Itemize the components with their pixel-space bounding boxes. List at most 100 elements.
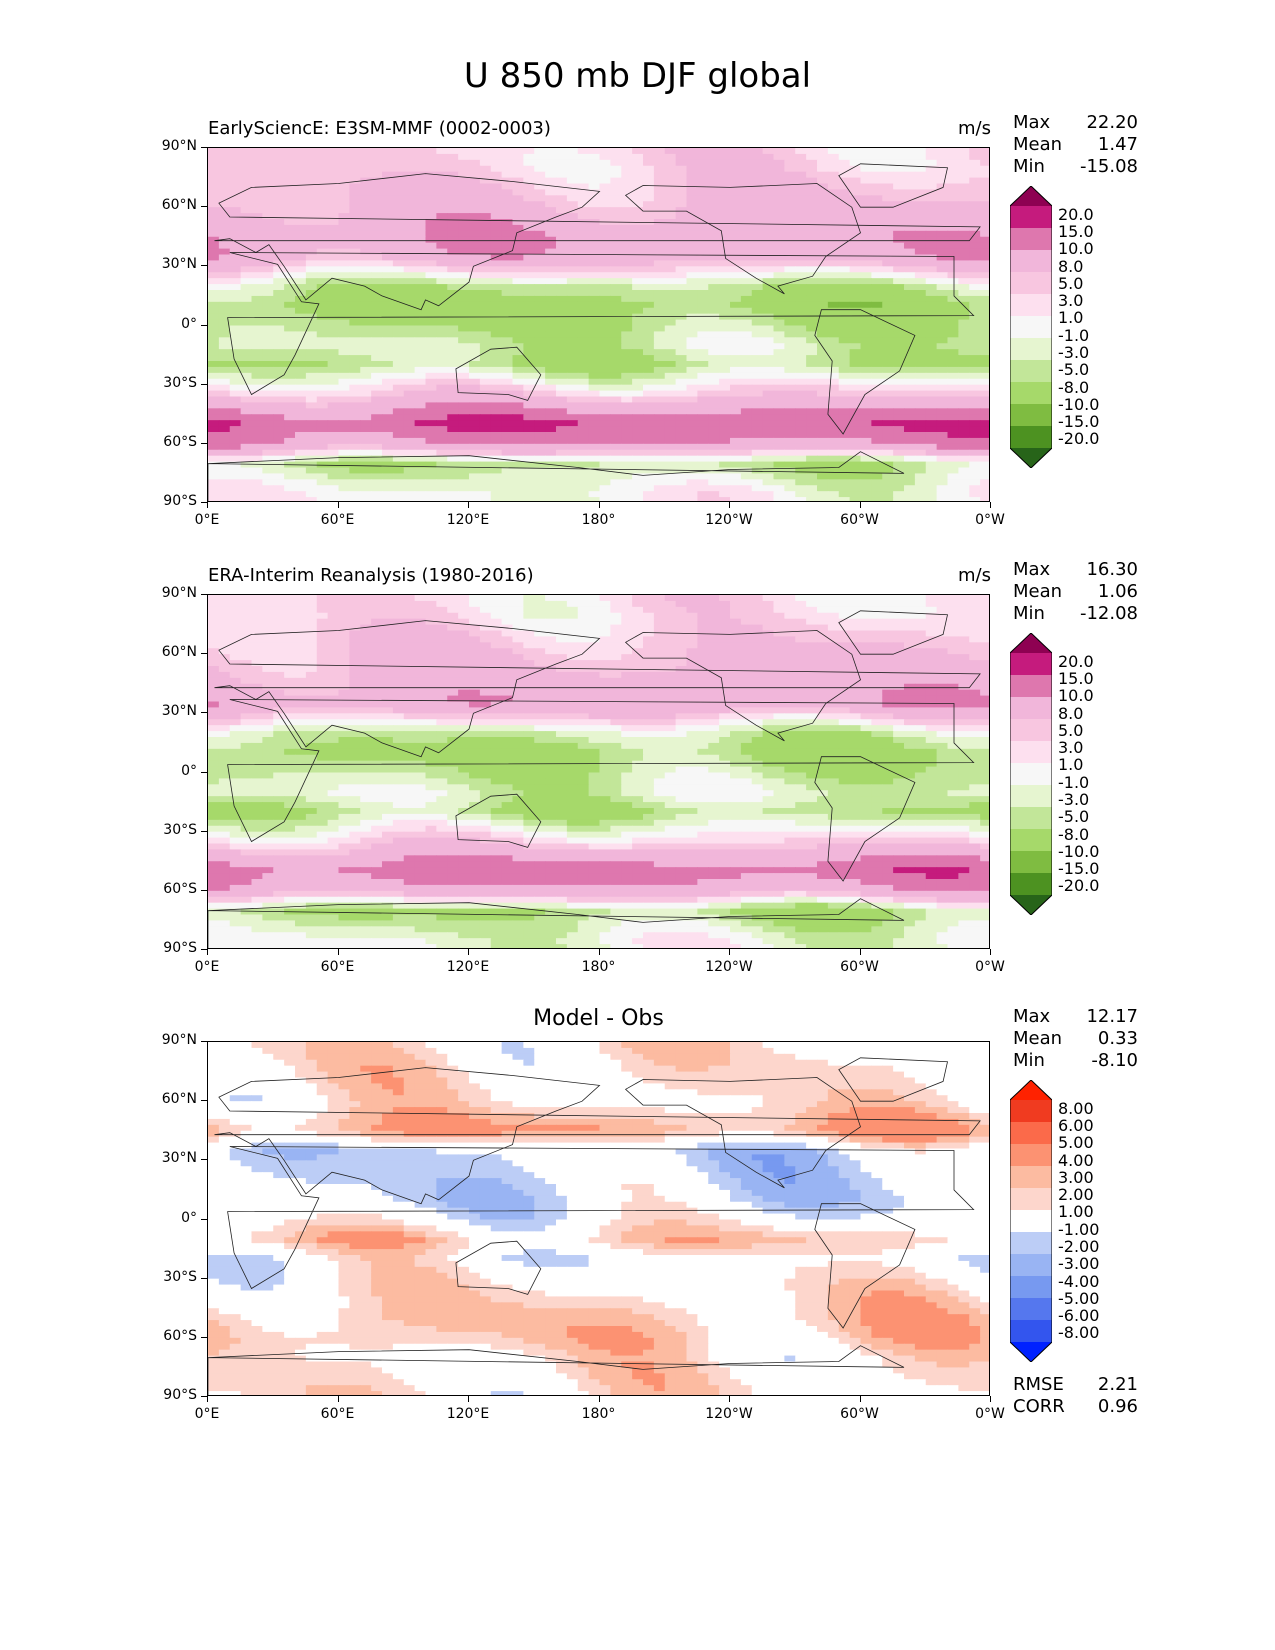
field-cell — [251, 331, 263, 338]
field-cell — [382, 242, 394, 250]
field-cell — [360, 331, 372, 338]
field-cell — [545, 449, 557, 457]
field-cell — [925, 636, 938, 643]
field-cell — [392, 612, 405, 620]
field-cell — [653, 307, 666, 315]
field-cell — [338, 437, 350, 445]
field-cell — [664, 408, 677, 415]
field-cell — [817, 213, 829, 220]
field-cell — [436, 491, 448, 498]
field-cell — [479, 177, 492, 185]
field-cell — [817, 230, 829, 238]
field-cell — [914, 284, 927, 291]
field-cell — [838, 473, 851, 480]
field-cell — [838, 378, 851, 386]
field-cell — [795, 612, 807, 620]
field-cell — [719, 372, 731, 380]
field-cell — [458, 284, 470, 291]
field-cell — [795, 349, 807, 356]
field-cell — [523, 497, 535, 501]
field-cell — [904, 479, 916, 486]
field-cell — [262, 272, 274, 279]
field-cell — [675, 242, 688, 250]
field-cell — [425, 165, 437, 173]
field-cell — [740, 479, 753, 486]
field-cell — [849, 618, 862, 626]
field-cell — [936, 473, 949, 480]
field-cell — [208, 195, 220, 202]
field-cell — [447, 372, 459, 380]
field-cell — [392, 497, 405, 501]
field-cell — [501, 207, 514, 214]
field-cell — [469, 390, 481, 398]
field-cell — [653, 414, 666, 421]
field-cell — [632, 497, 644, 501]
field-cell — [414, 165, 427, 173]
field-cell — [719, 461, 731, 469]
field-cell — [969, 266, 981, 273]
field-cell — [664, 331, 677, 338]
field-cell — [512, 414, 524, 421]
field-cell — [305, 618, 318, 626]
field-cell — [643, 224, 655, 232]
field-cell — [751, 636, 764, 643]
field-cell — [827, 295, 840, 303]
field-cell — [382, 171, 394, 179]
field-cell — [436, 479, 448, 486]
field-cell — [218, 290, 231, 297]
field-cell — [969, 165, 981, 173]
field-cell — [610, 396, 622, 404]
field-cell — [643, 467, 655, 475]
field-cell — [762, 630, 775, 638]
field-cell — [751, 189, 764, 196]
field-cell — [556, 366, 568, 374]
field-cell — [458, 642, 470, 649]
field-cell — [708, 461, 720, 469]
field-cell — [436, 201, 448, 208]
field-cell — [305, 426, 318, 433]
field-cell — [969, 171, 981, 179]
field-cell — [229, 396, 242, 404]
field-cell — [893, 372, 905, 380]
field-cell — [490, 461, 503, 469]
field-cell — [784, 420, 796, 427]
field-cell — [871, 642, 883, 649]
field-cell — [936, 177, 949, 185]
field-cell — [577, 201, 590, 208]
field-cell — [425, 272, 437, 279]
field-cell — [893, 284, 905, 291]
field-cell — [490, 437, 503, 445]
field-cell — [501, 449, 514, 457]
field-cell — [827, 254, 840, 262]
field-cell — [556, 595, 568, 602]
field-cell — [371, 325, 383, 333]
field-cell — [295, 361, 307, 368]
field-cell — [490, 420, 503, 427]
field-cell — [958, 171, 970, 179]
field-cell — [218, 148, 231, 155]
field-cell — [403, 449, 416, 457]
field-cell — [708, 384, 720, 392]
field-cell — [697, 349, 709, 356]
field-cell — [936, 319, 949, 327]
field-cell — [675, 349, 688, 356]
field-cell — [871, 189, 883, 196]
field-cell — [218, 325, 231, 333]
field-cell — [675, 473, 688, 480]
field-cell — [512, 153, 524, 161]
field-cell — [327, 207, 340, 214]
field-cell — [566, 485, 579, 492]
field-cell — [632, 207, 644, 214]
field-cell — [566, 219, 579, 226]
field-cell — [262, 408, 274, 415]
field-cell — [914, 219, 927, 226]
field-cell — [556, 384, 568, 392]
field-cell — [904, 307, 916, 315]
field-cell — [338, 148, 350, 155]
field-cell — [730, 331, 742, 338]
field-cell — [643, 213, 655, 220]
field-cell — [382, 449, 394, 457]
field-cell — [849, 183, 862, 191]
field-cell — [817, 148, 829, 155]
field-cell — [240, 455, 253, 463]
